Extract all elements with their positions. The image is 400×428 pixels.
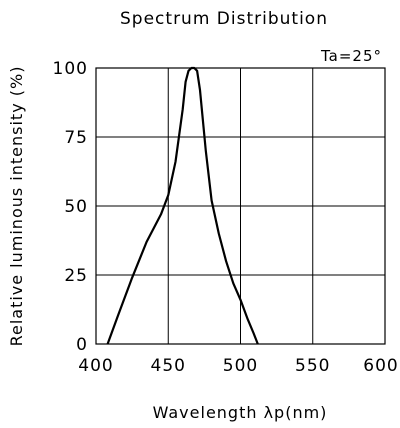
chart-title: Spectrum Distribution	[120, 9, 328, 29]
y-tick-label: 100	[53, 59, 88, 79]
x-axis-label: Wavelength λp(nm)	[153, 403, 328, 422]
x-tick-label: 600	[363, 356, 398, 376]
x-tick-label: 400	[78, 356, 113, 376]
y-tick-label: 0	[76, 335, 88, 355]
x-tick-label: 500	[223, 356, 258, 376]
plot-frame	[95, 67, 386, 345]
y-tick-label: 50	[64, 197, 88, 217]
y-tick-label: 75	[64, 128, 88, 148]
tick-labels: 400 450 500 550 600 0 25 50 75 100	[53, 59, 398, 376]
x-tick-label: 450	[151, 356, 186, 376]
ambient-temperature-annotation: Ta=25°	[320, 47, 382, 65]
x-tick-label: 550	[295, 356, 330, 376]
y-axis-label: Relative luminous intensity (%)	[7, 66, 26, 347]
y-tick-label: 25	[64, 266, 88, 286]
